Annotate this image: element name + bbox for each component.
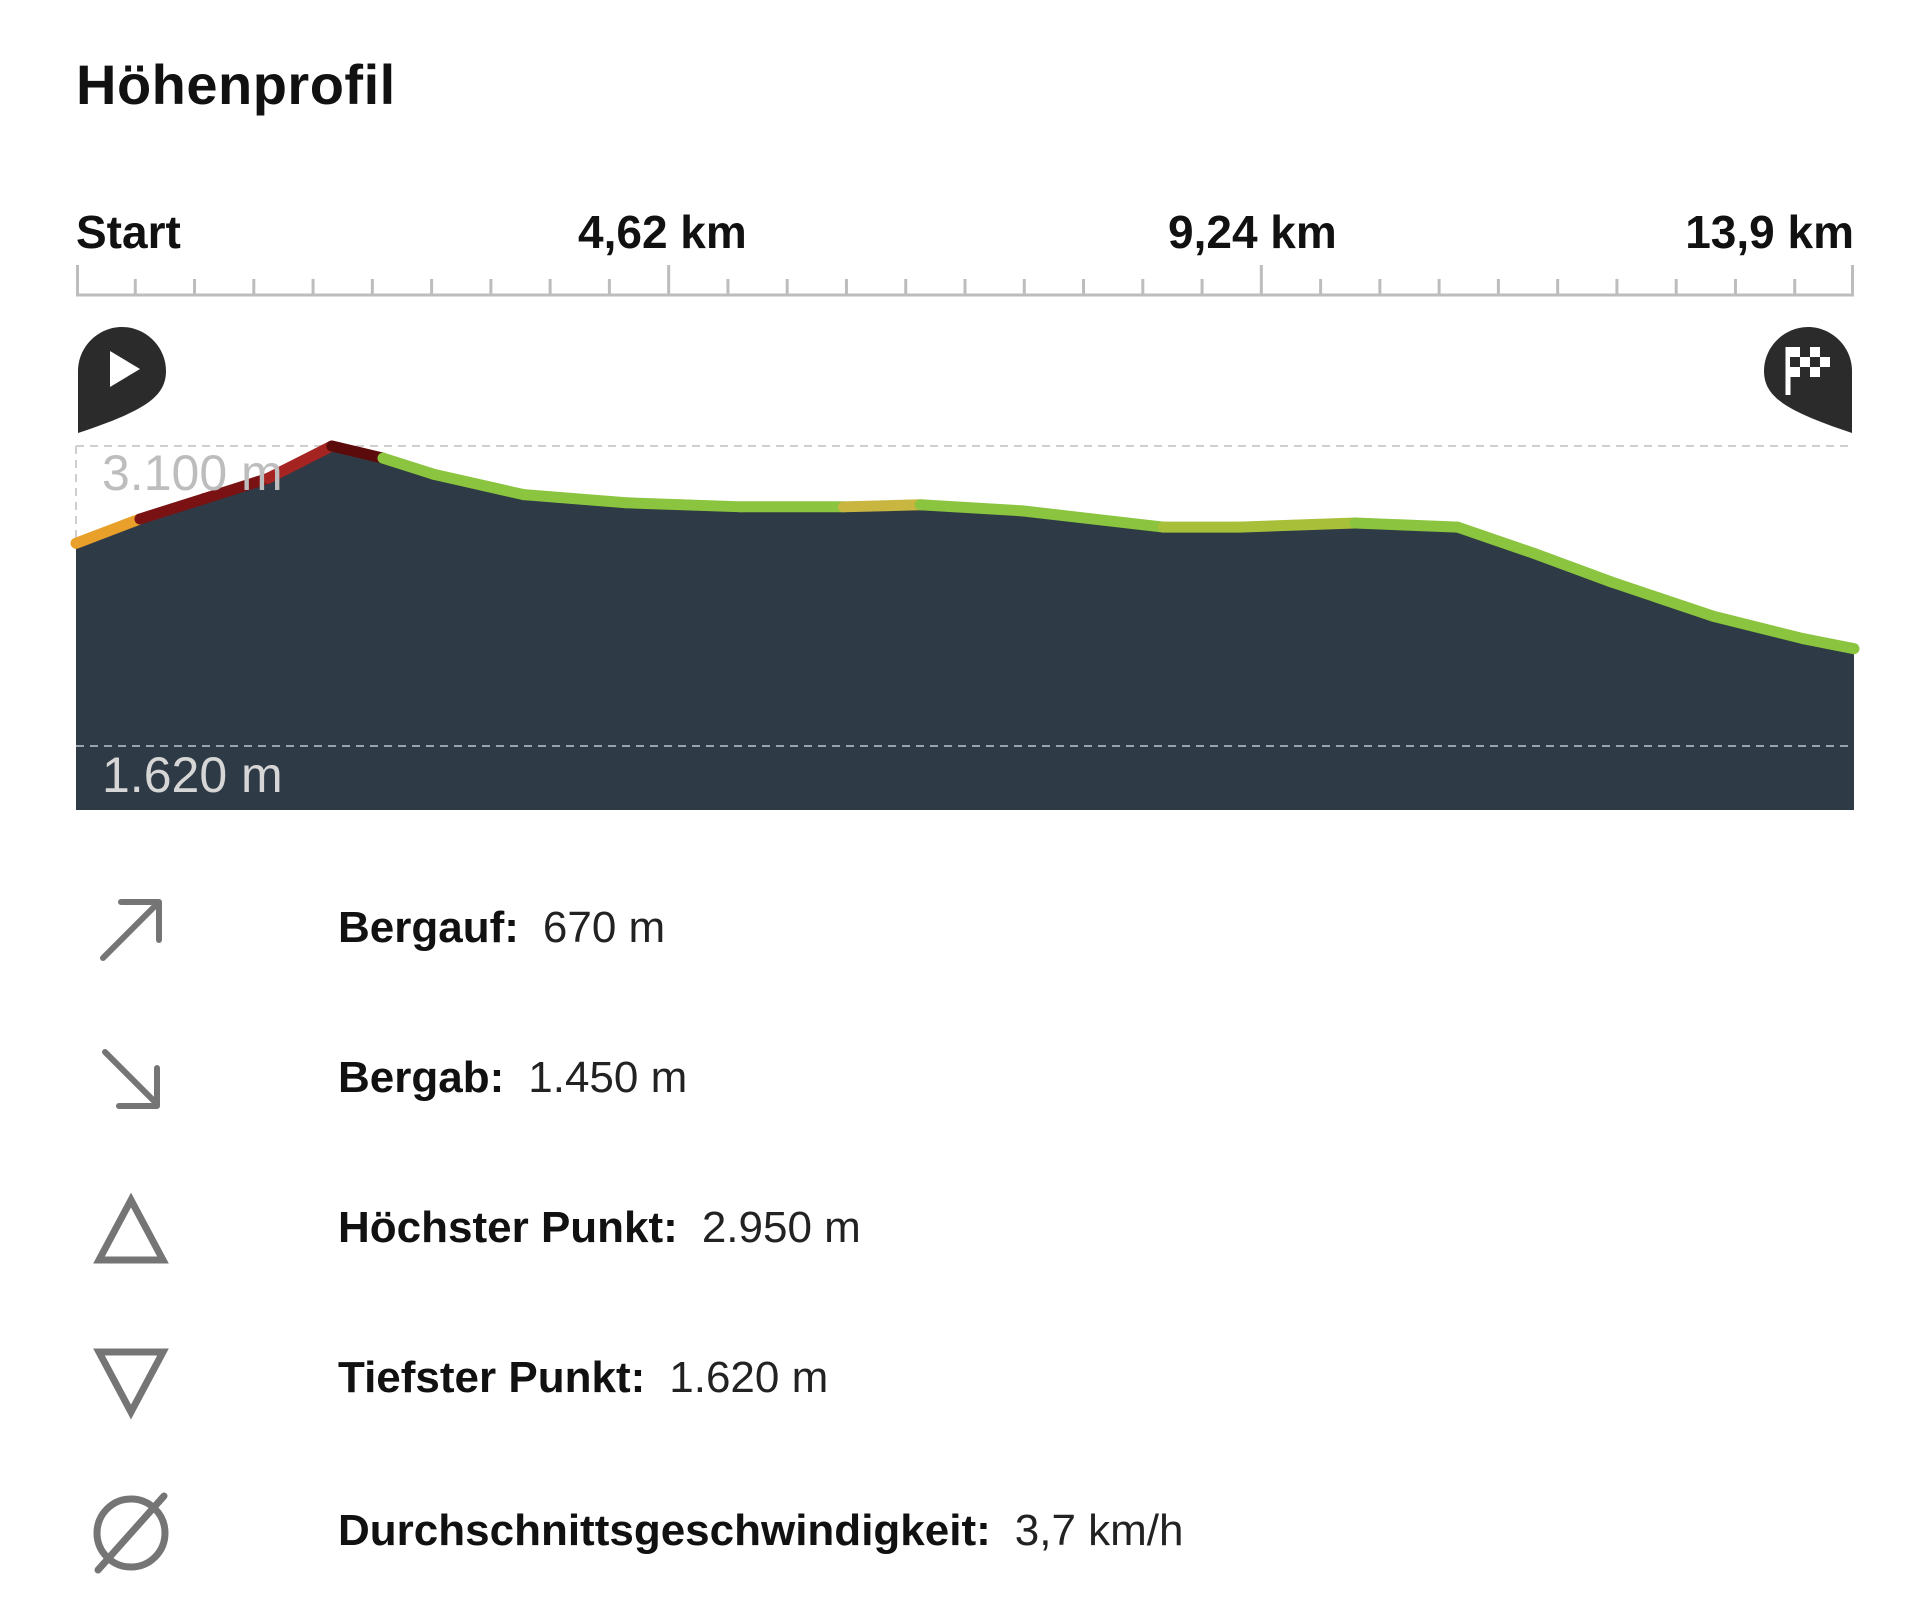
page-title: Höhenprofil <box>76 53 396 116</box>
grade-segment <box>326 440 389 464</box>
stat-value: 670 m <box>542 903 666 952</box>
grade-segment <box>1707 610 1809 645</box>
grade-segment <box>914 499 1029 517</box>
grade-segment <box>1451 521 1540 559</box>
elevation-grade-line <box>70 440 1860 655</box>
play-icon <box>110 351 140 387</box>
grade-segment <box>1528 547 1617 588</box>
stat-row-descent: Bergab: 1.450 m <box>0 1035 1920 1135</box>
triangle-up-icon <box>86 1185 176 1275</box>
triangle-down-icon <box>86 1335 176 1425</box>
stat-row-lowest: Tiefster Punkt: 1.620 m <box>0 1335 1920 1435</box>
grade-segment <box>1017 505 1169 533</box>
stat-value: 1.620 m <box>669 1353 829 1402</box>
distance-label-end: 13,9 km <box>1685 206 1854 258</box>
grade-segment <box>1234 517 1361 533</box>
start-marker[interactable] <box>76 325 168 437</box>
stat-row-ascent: Bergauf: 670 m <box>0 885 1920 985</box>
distance-label-2: 9,24 km <box>1168 206 1337 258</box>
stat-label: Tiefster Punkt: <box>338 1353 646 1402</box>
distance-label-start: Start <box>76 206 181 258</box>
elevation-chart: 3.100 m 1.620 m <box>70 440 1860 810</box>
arrow-down-right-icon <box>86 1035 176 1125</box>
grade-segment <box>198 472 274 505</box>
grade-segment <box>518 489 632 509</box>
distance-ruler <box>76 265 1854 297</box>
stat-value: 3,7 km/h <box>1014 1506 1184 1555</box>
grade-segment <box>377 452 440 480</box>
finish-marker[interactable] <box>1762 325 1854 437</box>
stat-label: Höchster Punkt: <box>338 1203 678 1252</box>
grade-segment <box>70 513 146 549</box>
elevation-area <box>76 446 1854 810</box>
max-elevation-label: 3.100 m <box>102 445 283 501</box>
checkered-flag-icon <box>1785 347 1830 395</box>
grade-segment <box>837 499 926 513</box>
stat-label: Durchschnittsgeschwindigkeit: <box>338 1506 991 1555</box>
min-elevation-label: 1.620 m <box>102 747 283 803</box>
grade-segment <box>262 440 338 484</box>
grade-segment <box>428 468 530 501</box>
distance-label-1: 4,62 km <box>578 206 747 258</box>
grade-segment <box>1349 517 1463 533</box>
stat-row-average-speed: Durchschnittsgeschwindigkeit: 3,7 km/h <box>0 1488 1920 1588</box>
stat-row-highest: Höchster Punkt: 2.950 m <box>0 1185 1920 1285</box>
stat-value: 1.450 m <box>528 1053 688 1102</box>
stat-label: Bergab: <box>338 1053 505 1102</box>
stat-value: 2.950 m <box>701 1203 861 1252</box>
grade-segment <box>1605 576 1719 622</box>
stat-label: Bergauf: <box>338 903 519 952</box>
grade-segment <box>1797 633 1860 655</box>
arrow-up-right-icon <box>86 885 176 975</box>
average-icon <box>86 1488 176 1578</box>
grade-segment <box>134 493 210 525</box>
grade-segment <box>620 497 747 513</box>
